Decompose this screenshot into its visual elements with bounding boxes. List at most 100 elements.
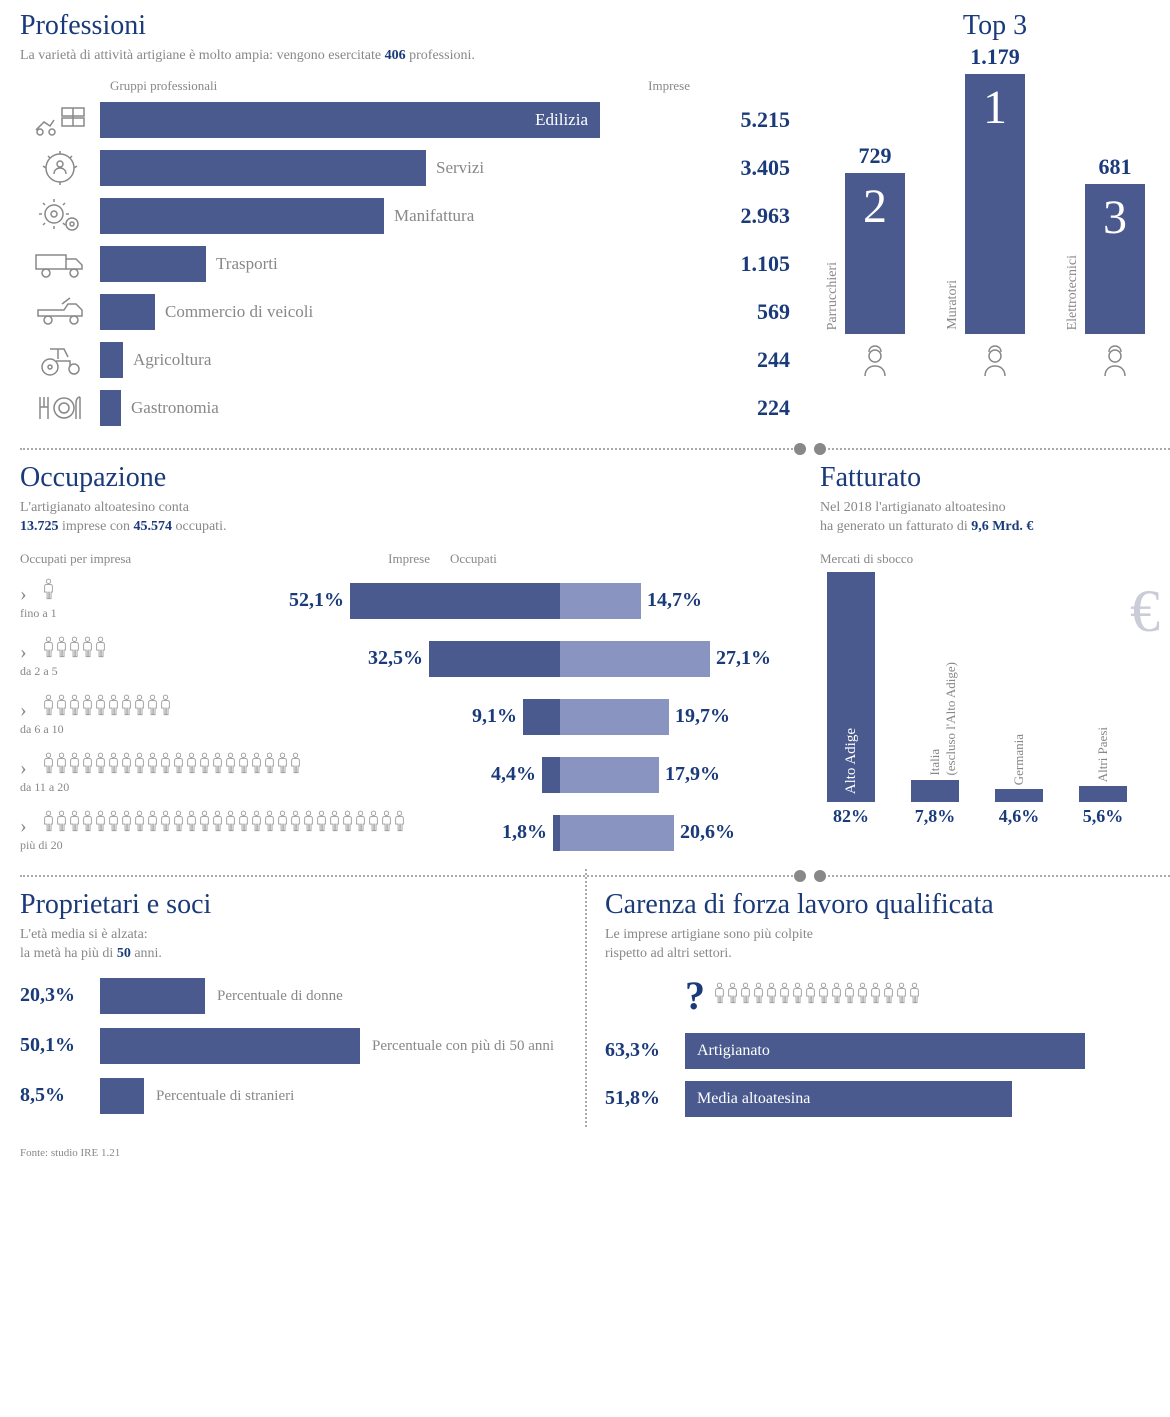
professioni-value: 224 <box>700 395 800 421</box>
occupazione-occupati: 27,1% <box>560 641 790 677</box>
proprietari-subtitle: L'età media si è alzata: la metà ha più … <box>20 925 565 964</box>
fatturato-label: Alto Adige <box>843 728 860 794</box>
professioni-row: Gastronomia 224 <box>20 388 800 428</box>
professioni-bar-wrap: Commercio di veicoli <box>100 294 700 330</box>
professioni-row: Agricoltura 244 <box>20 340 800 380</box>
occupazione-row: › da 11 a 20 4,4% 17,9% <box>20 747 800 803</box>
fatturato-pct: 82% <box>833 806 869 827</box>
top3-value: 1.179 <box>970 44 1020 70</box>
top3-col: 729 2 Parrucchieri <box>830 143 920 382</box>
carenza-icons: ? <box>685 972 1150 1019</box>
occupazione-occupati: 17,9% <box>560 757 790 793</box>
worker-icon <box>1095 342 1135 382</box>
professioni-bar-wrap: Trasporti <box>100 246 700 282</box>
carenza-bar: Artigianato <box>685 1033 1085 1069</box>
professioni-title: Professioni <box>20 10 800 42</box>
occupazione-imprese: 9,1% <box>150 699 560 735</box>
top-grid: Professioni La varietà di attività artig… <box>20 10 1150 436</box>
mid-divider-row <box>20 436 1150 462</box>
professioni-bar-label: Agricoltura <box>133 350 211 370</box>
top3-label: Muratori <box>945 280 961 330</box>
professioni-bar-wrap: Servizi <box>100 150 700 186</box>
professioni-bar-label: Edilizia <box>535 110 588 130</box>
professioni-value: 1.105 <box>700 251 800 277</box>
fatturato-subtitle: Nel 2018 l'artigianato altoatesino ha ge… <box>820 498 1170 537</box>
carenza-row: 63,3% Artigianato <box>605 1031 1150 1071</box>
occupazione-imprese-pct: 1,8% <box>502 821 547 844</box>
occupazione-occupati-bar <box>560 757 659 793</box>
occupazione-imprese-pct: 32,5% <box>368 647 423 670</box>
fatturato-pct: 5,6% <box>1083 806 1124 827</box>
fatturato-title: Fatturato <box>820 462 1170 494</box>
professioni-bar-label: Gastronomia <box>131 398 219 418</box>
bottom-grid: Proprietari e soci L'età media si è alza… <box>20 889 1150 1127</box>
fatturato-col: Alto Adige 82% <box>820 572 882 827</box>
occupazione-row: › da 2 a 5 32,5% 27,1% <box>20 631 800 687</box>
professioni-icon <box>20 390 100 426</box>
professioni-row: Servizi 3.405 <box>20 148 800 188</box>
top3-rank: 1 <box>983 74 1007 135</box>
fatturato-pct: 4,6% <box>999 806 1040 827</box>
top3-col: 681 3 Elettrotecnici <box>1070 154 1160 382</box>
fatturato-section: Fatturato Nel 2018 l'artigianato altoate… <box>820 462 1170 863</box>
proprietari-row: 8,5% Percentuale di stranieri <box>20 1076 565 1116</box>
professioni-value: 5.215 <box>700 107 800 133</box>
occupazione-row: › da 6 a 10 9,1% 19,7% <box>20 689 800 745</box>
top3-bar: 2 Parrucchieri <box>845 173 905 334</box>
proprietari-bar <box>100 978 205 1014</box>
fatturato-label: Altri Paesi <box>1095 727 1111 782</box>
professioni-icon <box>20 102 100 138</box>
professioni-row: Trasporti 1.105 <box>20 244 800 284</box>
professioni-value: 244 <box>700 347 800 373</box>
chevron-right-icon: › <box>20 757 27 779</box>
worker-icon <box>975 342 1015 382</box>
occupazione-subtitle: L'artigianato altoatesino conta 13.725 i… <box>20 498 800 537</box>
proprietari-pct: 8,5% <box>20 1084 100 1107</box>
fatturato-header: Mercati di sbocco <box>820 551 1170 567</box>
professioni-bar-label: Manifattura <box>394 206 474 226</box>
professioni-bar: Edilizia <box>100 102 600 138</box>
professioni-subtitle: La varietà di attività artigiane è molto… <box>20 46 800 66</box>
occupazione-range: da 2 a 5 <box>20 664 150 678</box>
occupazione-people-icons <box>42 752 302 774</box>
professioni-row: Edilizia 5.215 <box>20 100 800 140</box>
professioni-bar: Trasporti <box>100 246 206 282</box>
occupazione-occupati-bar <box>560 699 669 735</box>
carenza-pct: 63,3% <box>605 1039 685 1062</box>
professioni-icon <box>20 198 100 234</box>
chevron-right-icon: › <box>20 699 27 721</box>
fatturato-col: Italia(escluso l'Alto Adige) 7,8% <box>904 780 966 827</box>
professioni-bar: Manifattura <box>100 198 384 234</box>
top3-value: 681 <box>1099 154 1132 180</box>
fatturato-col: Germania 4,6% <box>988 789 1050 827</box>
professioni-value: 2.963 <box>700 203 800 229</box>
professioni-bar-wrap: Gastronomia <box>100 390 700 426</box>
occupazione-people-icons <box>42 636 107 658</box>
carenza-people-icons <box>713 982 921 1009</box>
occupazione-imprese-pct: 9,1% <box>472 705 517 728</box>
mid-grid: Occupazione L'artigianato altoatesino co… <box>20 462 1150 863</box>
euro-icon: € <box>1130 577 1160 646</box>
proprietari-label: Percentuale di stranieri <box>156 1087 294 1105</box>
professioni-bar-label: Commercio di veicoli <box>165 302 313 322</box>
worker-icon <box>855 342 895 382</box>
professioni-rows: Edilizia 5.215 Servizi 3.405 Manifattura… <box>20 100 800 428</box>
occupazione-left: › fino a 1 <box>20 582 150 620</box>
occupazione-rows: › fino a 1 52,1% 14,7% › da 2 a 5 32,5% … <box>20 573 800 861</box>
fatturato-col: Altri Paesi 5,6% <box>1072 786 1134 827</box>
occupazione-imprese-pct: 4,4% <box>491 763 536 786</box>
top3-value: 729 <box>859 143 892 169</box>
professioni-header-right: Imprese <box>648 78 690 94</box>
professioni-bar: Commercio di veicoli <box>100 294 155 330</box>
occupazione-section: Occupazione L'artigianato altoatesino co… <box>20 462 800 863</box>
top3-title: Top 3 <box>820 10 1170 42</box>
professioni-bar-wrap: Edilizia <box>100 102 700 138</box>
chevron-right-icon: › <box>20 583 27 605</box>
professioni-bar-wrap: Manifattura <box>100 198 700 234</box>
occupazione-occupati-pct: 20,6% <box>680 821 735 844</box>
occupazione-imprese-bar <box>553 815 560 851</box>
carenza-subtitle: Le imprese artigiane sono più colpite ri… <box>605 925 1150 964</box>
fatturato-label: Germania <box>1011 734 1027 785</box>
chevron-right-icon: › <box>20 815 27 837</box>
divider <box>20 448 800 450</box>
